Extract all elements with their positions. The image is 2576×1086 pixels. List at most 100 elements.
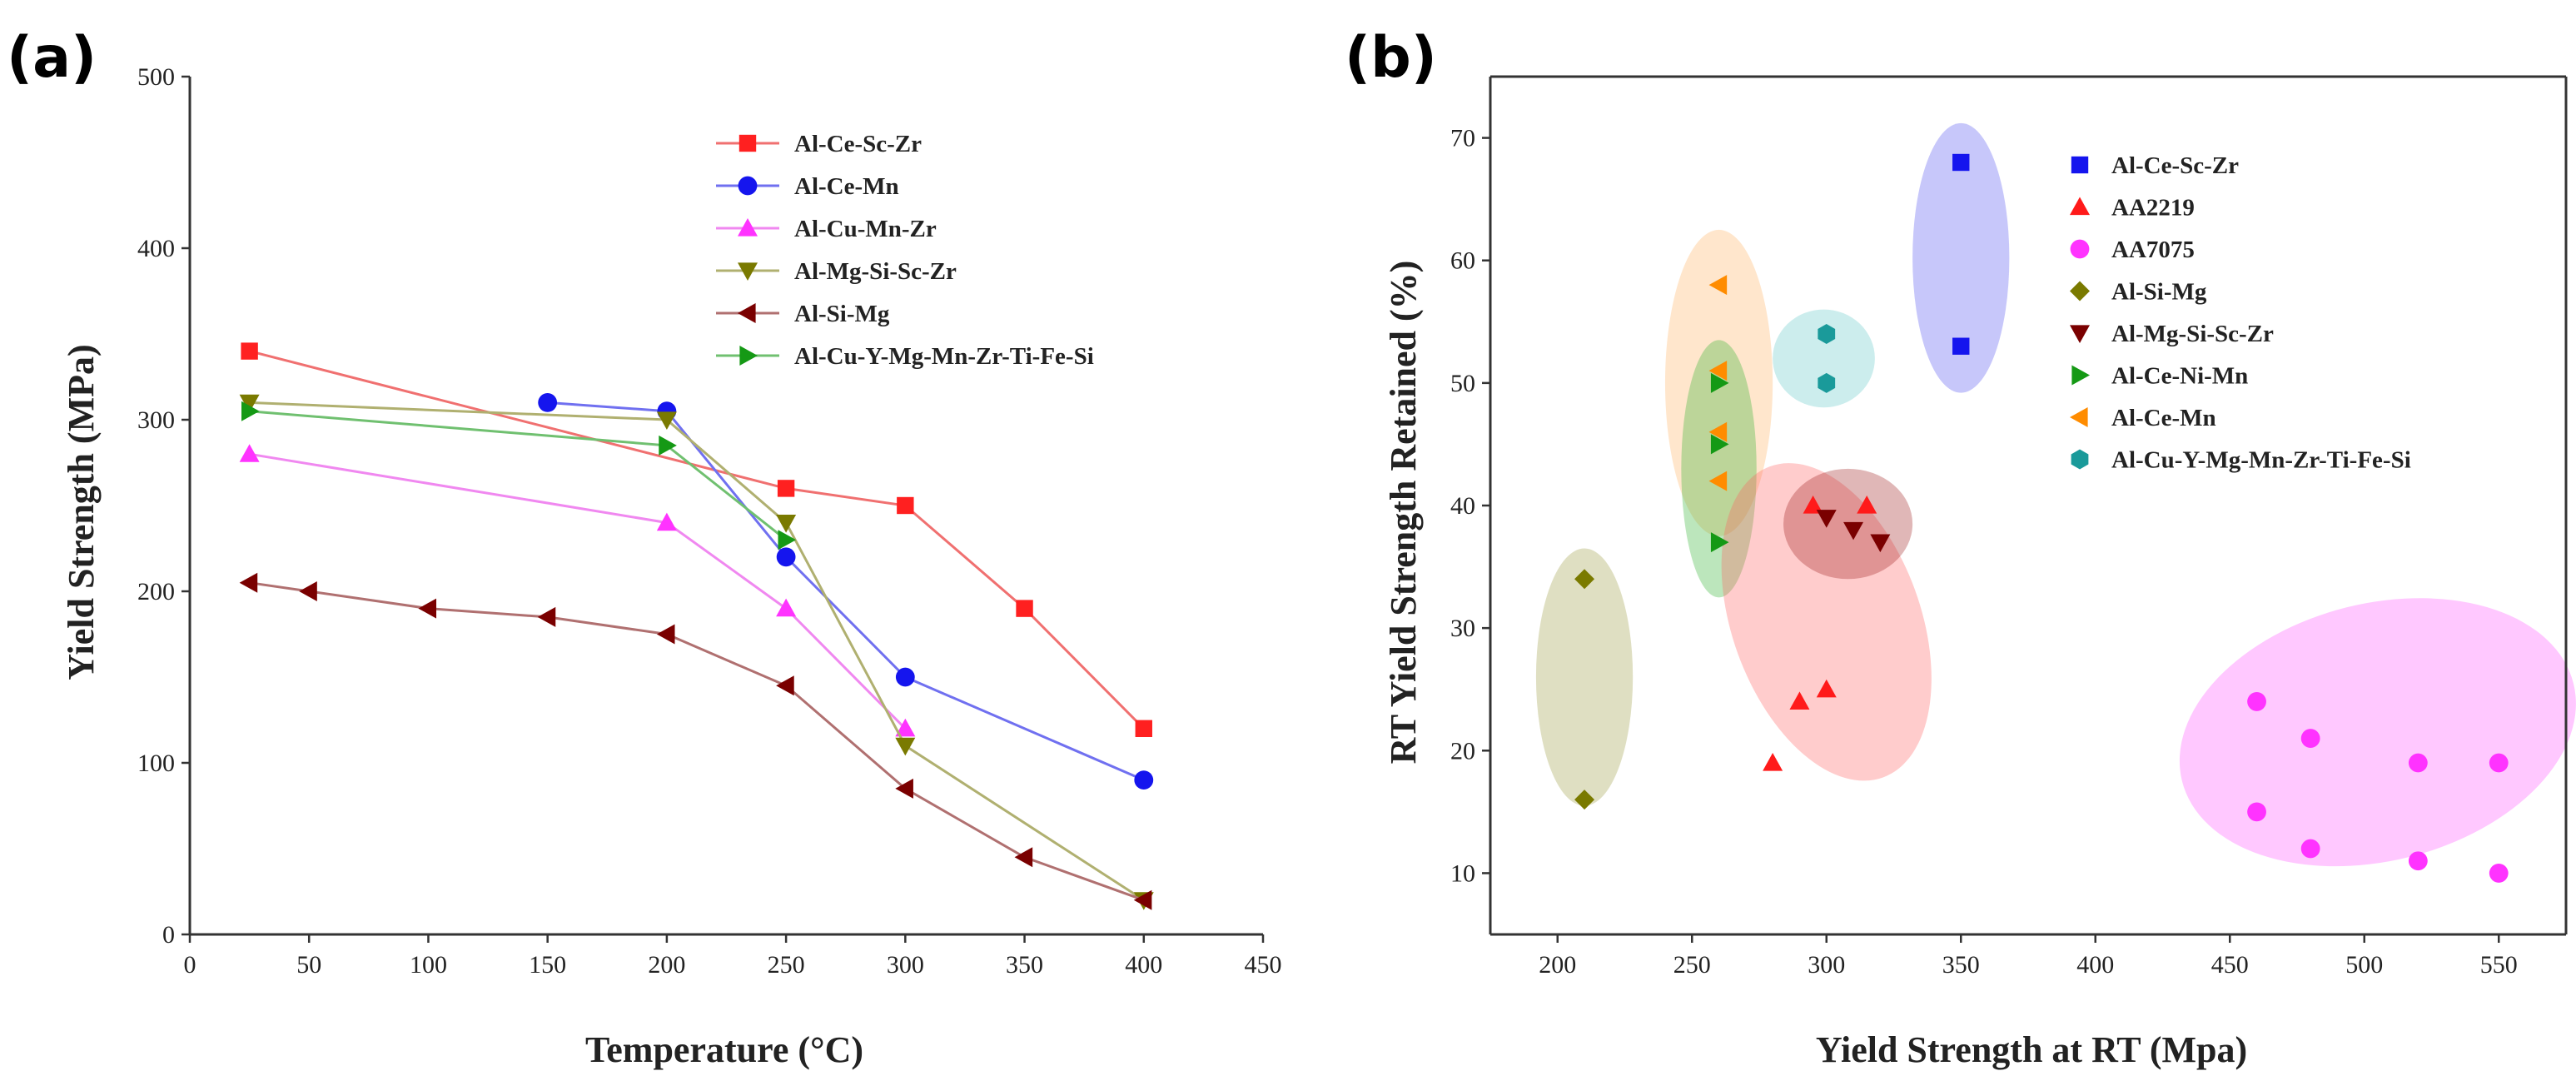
panel-b-point-aa7075 [2489,753,2509,773]
panel-b-point-al-mg-si-sc-zr [1843,521,1864,541]
panel-b-region-al-si-mg [1535,548,1634,806]
panel-b-x-axis-title: Yield Strength at RT (Mpa) [1816,1029,2247,1070]
panel-a-legend-label: Al-Cu-Y-Mg-Mn-Zr-Ti-Fe-Si [794,343,1094,370]
panel-b-legend-item-al-ce-mn: Al-Ce-Mn [2070,405,2216,431]
panel-b-point-aa7075 [2489,864,2509,883]
panel-a-yield-vs-temperature-chart: (a) 0 50 100 150 200 250 300 350 400 450 0 100 200 30… [7,25,1282,1070]
panel-a-legend-item-al-ce-mn: Al-Ce-Mn [716,173,899,200]
panel-a-legend-marker [738,218,758,237]
panel-b-x-tick-label: 200 [1539,951,1576,979]
panel-b-point-aa7075 [2300,729,2320,748]
panel-b-legend-item-aa2219: AA2219 [2070,195,2195,222]
panel-a-legend-marker [739,346,758,366]
panel-b-series-al-si-mg [1574,569,1595,810]
panel-a-legend-item-al-si-mg: Al-Si-Mg [716,301,890,327]
panel-a-series-al-cu-mn-zr [239,444,916,737]
panel-b-point-al-ce-mn [1708,361,1728,381]
panel-b-point-aa2219 [1763,753,1783,771]
panel-a-legend-marker [738,303,756,323]
panel-a-x-axis-title: Temperature (°C) [585,1029,863,1070]
panel-a-x-tick-label: 50 [296,951,321,979]
panel-a-series-al-si-mg [239,572,1152,910]
panel-a-x-tick-label: 150 [529,951,566,979]
panel-b-legend-marker [2071,365,2090,386]
panel-b-legend-marker [2071,449,2089,470]
panel-b-y-tick-label: 30 [1450,615,1475,642]
panel-a-point-al-ce-mn [1134,770,1154,790]
panel-b-point-al-ce-sc-zr [1952,337,1970,355]
panel-b-series-al-mg-si-sc-zr [1816,510,1891,553]
panel-b-x-tick-label: 500 [2345,951,2383,979]
panel-a-point-al-cu-y-mg-mn-zr-ti-fe-si [659,435,677,456]
panel-a-series-al-ce-sc-zr [241,342,1152,737]
panel-a-y-tick-label: 200 [137,578,175,605]
panel-b-legend-label: AA7075 [2111,237,2195,263]
panel-a-legend-label: Al-Cu-Mn-Zr [794,216,937,242]
panel-a-y-tick-label: 500 [137,63,175,91]
panel-a-legend-item-al-mg-si-sc-zr: Al-Mg-Si-Sc-Zr [716,258,957,285]
panel-b-point-al-ce-ni-mn [1710,372,1729,393]
panel-b-y-tick-label: 60 [1450,247,1475,275]
panel-a-line-al-cu-y-mg-mn-zr-ti-fe-si [249,410,788,541]
panel-a-legend-item-al-cu-y-mg-mn-zr-ti-fe-si: Al-Cu-Y-Mg-Mn-Zr-Ti-Fe-Si [716,343,1094,370]
panel-b-point-aa7075 [2408,851,2428,871]
panel-a-legend-marker [738,176,758,196]
panel-b-point-al-si-mg [1574,790,1595,810]
panel-b-point-al-ce-mn [1708,275,1728,296]
panel-a-line-al-si-mg [249,581,1145,902]
panel-b-region-al-ce-ni-mn [1681,340,1757,598]
panel-b-legend-item-al-ce-sc-zr: Al-Ce-Sc-Zr [2071,152,2239,179]
panel-b-legend-item-al-cu-y-mg-mn-zr-ti-fe-si: Al-Cu-Y-Mg-Mn-Zr-Ti-Fe-Si [2071,447,2411,474]
panel-b-point-al-ce-sc-zr [1952,153,1970,172]
panel-b-retained-strength-scatter: (b) 200 250 300 350 400 450 500 550 10 20 30 40 50 60… [1345,25,2576,1070]
panel-b-x-tick-label: 400 [2076,951,2114,979]
panel-a-series-al-cu-y-mg-mn-zr-ti-fe-si [241,401,797,550]
panel-b-series-al-ce-sc-zr [1952,153,1970,355]
panel-b-x-tick-label: 350 [1942,951,1980,979]
panel-a-y-tick-label: 400 [137,235,175,262]
panel-b-legend-item-al-ce-ni-mn: Al-Ce-Ni-Mn [2071,363,2248,390]
panel-b-legend-marker [2070,239,2090,259]
panel-b-legend-label: Al-Mg-Si-Sc-Zr [2111,321,2274,347]
panel-b-point-aa2219 [1816,679,1837,698]
panel-b-point-al-mg-si-sc-zr [1816,510,1837,528]
panel-b-legend-marker [2070,325,2090,343]
panel-a-point-al-si-mg [776,675,794,696]
panel-a-legend-marker [738,134,757,152]
panel-b-region-aa7075 [2179,598,2576,867]
panel-a-point-al-ce-sc-zr [1016,600,1033,617]
panel-a-x-tick-label: 450 [1245,951,1282,979]
panel-b-legend-label: Al-Ce-Mn [2111,405,2216,431]
panel-a-point-al-si-mg [418,598,437,619]
panel-a-point-al-mg-si-sc-zr [656,411,677,430]
panel-b-point-al-ce-mn [1708,471,1728,491]
panel-b-legend-marker [2070,281,2090,301]
panel-a-point-al-si-mg [1014,847,1033,868]
panel-a-point-al-si-mg [299,581,317,601]
panel-b-point-aa2219 [1857,496,1877,514]
panel-a-label: (a) [7,25,97,91]
panel-a-point-al-ce-sc-zr [897,496,914,515]
panel-a-legend-label: Al-Ce-Sc-Zr [794,131,922,157]
panel-b-legend-label: Al-Ce-Sc-Zr [2111,152,2239,179]
panel-b-series-al-cu-y-mg-mn-zr-ti-fe-si [1818,324,1836,393]
panel-a-x-tick-label: 250 [768,951,805,979]
panel-b-point-aa7075 [2247,692,2266,711]
panel-b-legend-marker [2070,407,2088,427]
panel-a-point-al-mg-si-sc-zr [895,737,916,756]
panel-b-point-al-ce-ni-mn [1710,532,1729,553]
panel-b-series-al-ce-mn [1708,275,1728,491]
panel-a-legend-item-al-cu-mn-zr: Al-Cu-Mn-Zr [716,216,937,242]
panel-b-y-tick-label: 40 [1450,492,1475,520]
panel-b-series-al-ce-ni-mn [1710,372,1729,553]
panel-a-point-al-ce-mn [776,547,796,567]
panel-b-legend-item-aa7075: AA7075 [2070,237,2195,263]
panel-b-legend-marker [2071,156,2089,174]
panel-b-legend-label: Al-Si-Mg [2111,279,2207,306]
panel-a-series-al-ce-mn [538,393,1154,790]
panel-a-point-al-mg-si-sc-zr [776,515,797,533]
panel-b-x-tick-label: 450 [2211,951,2249,979]
panel-a-x-tick-label: 200 [648,951,685,979]
panel-a-legend-label: Al-Si-Mg [794,301,890,327]
